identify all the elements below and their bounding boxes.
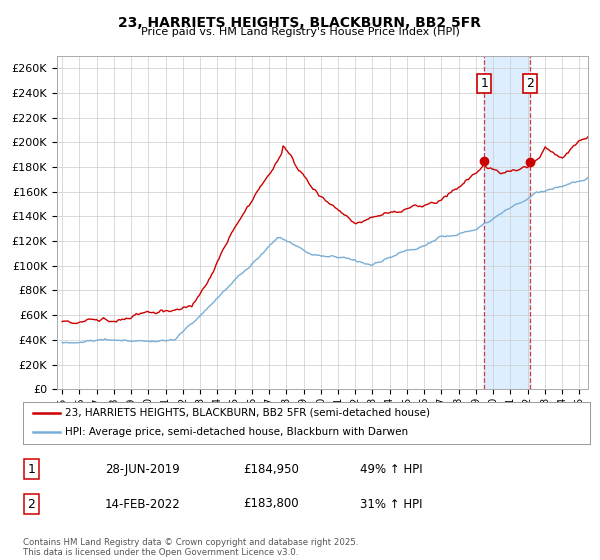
Text: Price paid vs. HM Land Registry's House Price Index (HPI): Price paid vs. HM Land Registry's House … — [140, 27, 460, 37]
Text: 28-JUN-2019: 28-JUN-2019 — [105, 463, 180, 476]
Text: 1: 1 — [27, 463, 35, 476]
Text: 14-FEB-2022: 14-FEB-2022 — [105, 497, 181, 511]
Text: £183,800: £183,800 — [243, 497, 299, 511]
Text: £184,950: £184,950 — [243, 463, 299, 476]
Text: 1: 1 — [481, 77, 488, 90]
Text: 31% ↑ HPI: 31% ↑ HPI — [360, 497, 422, 511]
Text: 2: 2 — [27, 497, 35, 511]
Text: 2: 2 — [526, 77, 533, 90]
Text: 23, HARRIETS HEIGHTS, BLACKBURN, BB2 5FR: 23, HARRIETS HEIGHTS, BLACKBURN, BB2 5FR — [119, 16, 482, 30]
Text: 23, HARRIETS HEIGHTS, BLACKBURN, BB2 5FR (semi-detached house): 23, HARRIETS HEIGHTS, BLACKBURN, BB2 5FR… — [65, 408, 430, 418]
Text: 49% ↑ HPI: 49% ↑ HPI — [360, 463, 422, 476]
Text: Contains HM Land Registry data © Crown copyright and database right 2025.
This d: Contains HM Land Registry data © Crown c… — [23, 538, 358, 557]
Bar — [484, 56, 530, 389]
Text: HPI: Average price, semi-detached house, Blackburn with Darwen: HPI: Average price, semi-detached house,… — [65, 427, 409, 437]
